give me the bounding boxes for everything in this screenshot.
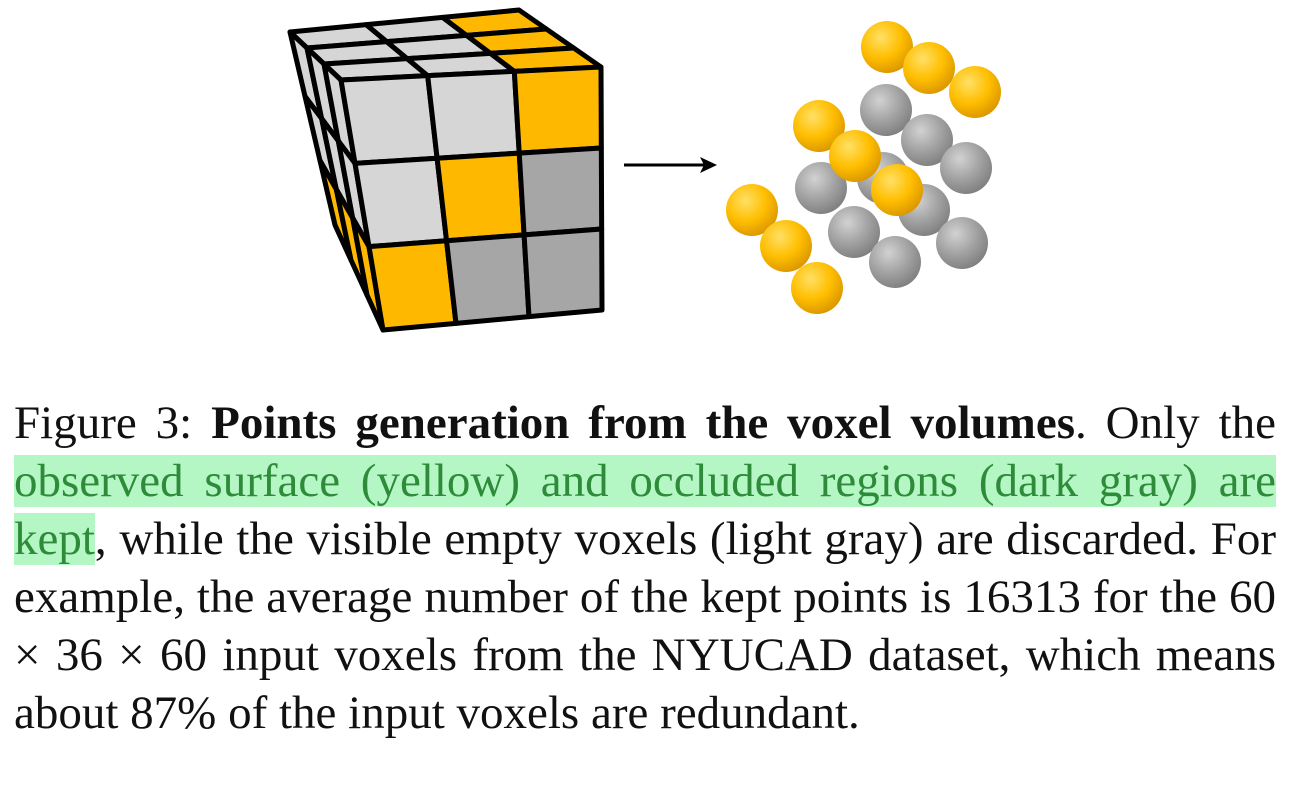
surface-point-sphere [793,100,845,152]
front-face-voxel [516,145,605,238]
surface-point-sphere [760,220,812,272]
surface-point-sphere [949,66,1001,118]
front-face-voxel [352,155,450,250]
caption-label: Figure 3: [14,397,193,449]
front-face-voxel [366,238,459,333]
occluded-point-sphere [828,206,880,258]
occluded-point-sphere [860,84,912,136]
front-face-voxel [521,226,605,320]
surface-point-sphere [871,164,923,216]
occluded-point-sphere [940,142,992,194]
surface-point-sphere [829,130,881,182]
surface-point-sphere [791,262,843,314]
surface-point-sphere [861,21,913,73]
figure-caption: Figure 3: Points generation from the vox… [14,394,1276,742]
surface-point-sphere [726,184,778,236]
occluded-point-sphere [869,236,921,288]
right-arrow-icon [624,157,717,173]
front-face-voxel [444,232,532,326]
front-face-voxel [434,150,527,244]
occluded-point-sphere [936,217,988,269]
caption-body: , while the visible empty voxels (light … [14,513,1276,739]
caption-connector-text: . Only the [1075,397,1276,449]
front-face-voxel [425,68,522,161]
caption-title: Points generation from the voxel volumes [211,397,1075,449]
occluded-point-sphere [795,162,847,214]
front-face-voxel [338,73,440,166]
figure-illustration [287,7,1001,333]
surface-point-sphere [903,42,955,94]
point-spheres [726,21,1001,314]
front-face-voxel [511,64,604,156]
occluded-point-sphere [901,114,953,166]
voxel-cube [287,7,605,333]
